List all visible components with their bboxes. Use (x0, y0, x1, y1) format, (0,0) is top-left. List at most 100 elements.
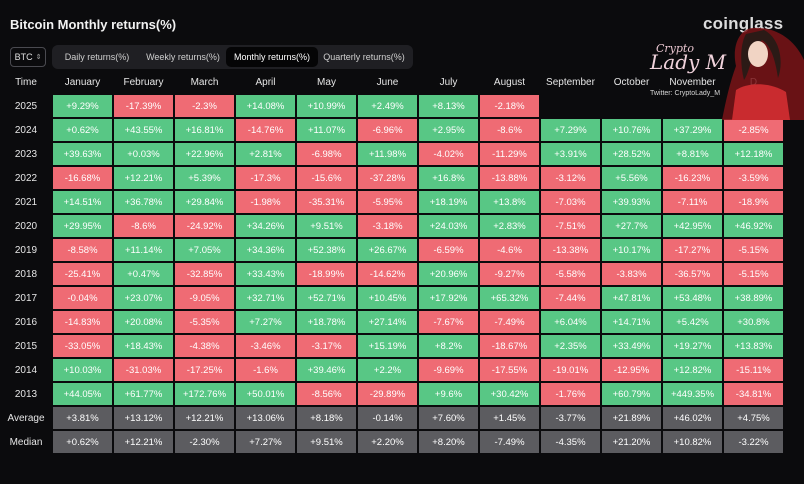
return-cell: -17.25% (175, 359, 234, 381)
return-cell: -9.05% (175, 287, 234, 309)
return-cell: -16.23% (663, 167, 722, 189)
return-cell: +26.67% (358, 239, 417, 261)
return-cell: +0.47% (114, 263, 173, 285)
return-cell: -11.29% (480, 143, 539, 165)
tab-daily-returns[interactable]: Daily returns(%) (64, 52, 130, 62)
return-cell: -6.96% (358, 119, 417, 141)
coin-select[interactable]: BTC ⇕ (10, 47, 46, 67)
return-cell: -9.27% (480, 263, 539, 285)
stat-cell: +46.02% (663, 407, 722, 429)
return-cell: +5.56% (602, 167, 661, 189)
stat-cell: +7.27% (236, 431, 295, 453)
return-cell: +39.46% (297, 359, 356, 381)
brand-logo: coinglass (703, 14, 784, 33)
stat-cell: -2.30% (175, 431, 234, 453)
stat-cell: -7.49% (480, 431, 539, 453)
return-cell: +2.35% (541, 335, 600, 357)
return-cell: -7.51% (541, 215, 600, 237)
return-cell: +29.95% (53, 215, 112, 237)
return-cell: +7.29% (541, 119, 600, 141)
tab-quarterly-returns[interactable]: Quarterly returns(%) (323, 52, 405, 62)
return-cell: -4.02% (419, 143, 478, 165)
return-cell: -36.57% (663, 263, 722, 285)
row-label: 2025 (14, 100, 38, 112)
return-cell: +20.08% (114, 311, 173, 333)
return-cell: +12.18% (724, 143, 783, 165)
return-cell: -34.81% (724, 383, 783, 405)
return-cell: -8.58% (53, 239, 112, 261)
tab-monthly-returns[interactable]: Monthly returns(%) (226, 47, 318, 67)
row-label: 2017 (14, 292, 38, 304)
return-cell: -7.03% (541, 191, 600, 213)
return-cell: +60.79% (602, 383, 661, 405)
column-header: March (190, 76, 219, 88)
return-cell: -12.95% (602, 359, 661, 381)
row-label: 2015 (14, 340, 38, 352)
row-label: 2024 (14, 124, 38, 136)
tab-weekly-returns[interactable]: Weekly returns(%) (146, 52, 220, 62)
return-cell: +33.43% (236, 263, 295, 285)
return-cell: -37.28% (358, 167, 417, 189)
return-cell: +16.8% (419, 167, 478, 189)
return-cell: -17.27% (663, 239, 722, 261)
return-cell: -5.15% (724, 239, 783, 261)
return-cell: +0.62% (53, 119, 112, 141)
return-cell: -14.76% (236, 119, 295, 141)
return-cell: -14.83% (53, 311, 112, 333)
return-cell: -5.58% (541, 263, 600, 285)
return-cell: -3.18% (358, 215, 417, 237)
return-cell: -7.67% (419, 311, 478, 333)
return-cell: +12.82% (663, 359, 722, 381)
return-cell: +9.6% (419, 383, 478, 405)
return-cell: +14.71% (602, 311, 661, 333)
return-cell: +18.78% (297, 311, 356, 333)
return-cell: +32.71% (236, 287, 295, 309)
return-cell: -33.05% (53, 335, 112, 357)
return-cell: +22.96% (175, 143, 234, 165)
return-cell: +30.8% (724, 311, 783, 333)
return-cell: +12.21% (114, 167, 173, 189)
return-cell: +10.45% (358, 287, 417, 309)
return-cell: -31.03% (114, 359, 173, 381)
return-cell: +5.42% (663, 311, 722, 333)
column-header: July (439, 76, 458, 88)
return-cell: +18.19% (419, 191, 478, 213)
return-cell: -3.59% (724, 167, 783, 189)
return-cell: +37.29% (663, 119, 722, 141)
stat-cell: -3.22% (724, 431, 783, 453)
stat-cell: +7.60% (419, 407, 478, 429)
return-cell: -24.92% (175, 215, 234, 237)
return-cell: +11.07% (297, 119, 356, 141)
return-cell: -6.98% (297, 143, 356, 165)
return-cell: +2.81% (236, 143, 295, 165)
stat-cell: -4.35% (541, 431, 600, 453)
return-cell: +39.93% (602, 191, 661, 213)
return-cell: +10.17% (602, 239, 661, 261)
return-cell: +10.76% (602, 119, 661, 141)
return-cell: +50.01% (236, 383, 295, 405)
column-header: October (613, 76, 650, 88)
return-cell: +17.92% (419, 287, 478, 309)
column-header: June (376, 76, 399, 88)
return-cell: +2.49% (358, 95, 417, 117)
return-cell: +36.78% (114, 191, 173, 213)
return-cell: +11.98% (358, 143, 417, 165)
row-label: Median (9, 436, 43, 448)
stat-cell: +12.21% (114, 431, 173, 453)
stat-cell: +3.81% (53, 407, 112, 429)
return-cell (602, 95, 661, 117)
return-cell: +44.05% (53, 383, 112, 405)
return-cell: +449.35% (663, 383, 722, 405)
return-cell: +172.76% (175, 383, 234, 405)
return-cell: -7.49% (480, 311, 539, 333)
return-cell: -35.31% (297, 191, 356, 213)
return-cell: +2.2% (358, 359, 417, 381)
return-cell: -1.76% (541, 383, 600, 405)
return-cell: +15.19% (358, 335, 417, 357)
return-cell: +43.55% (114, 119, 173, 141)
return-cell: +9.51% (297, 215, 356, 237)
return-cell: +13.83% (724, 335, 783, 357)
return-cell: -0.04% (53, 287, 112, 309)
return-cell: +20.96% (419, 263, 478, 285)
return-cell (663, 95, 722, 117)
